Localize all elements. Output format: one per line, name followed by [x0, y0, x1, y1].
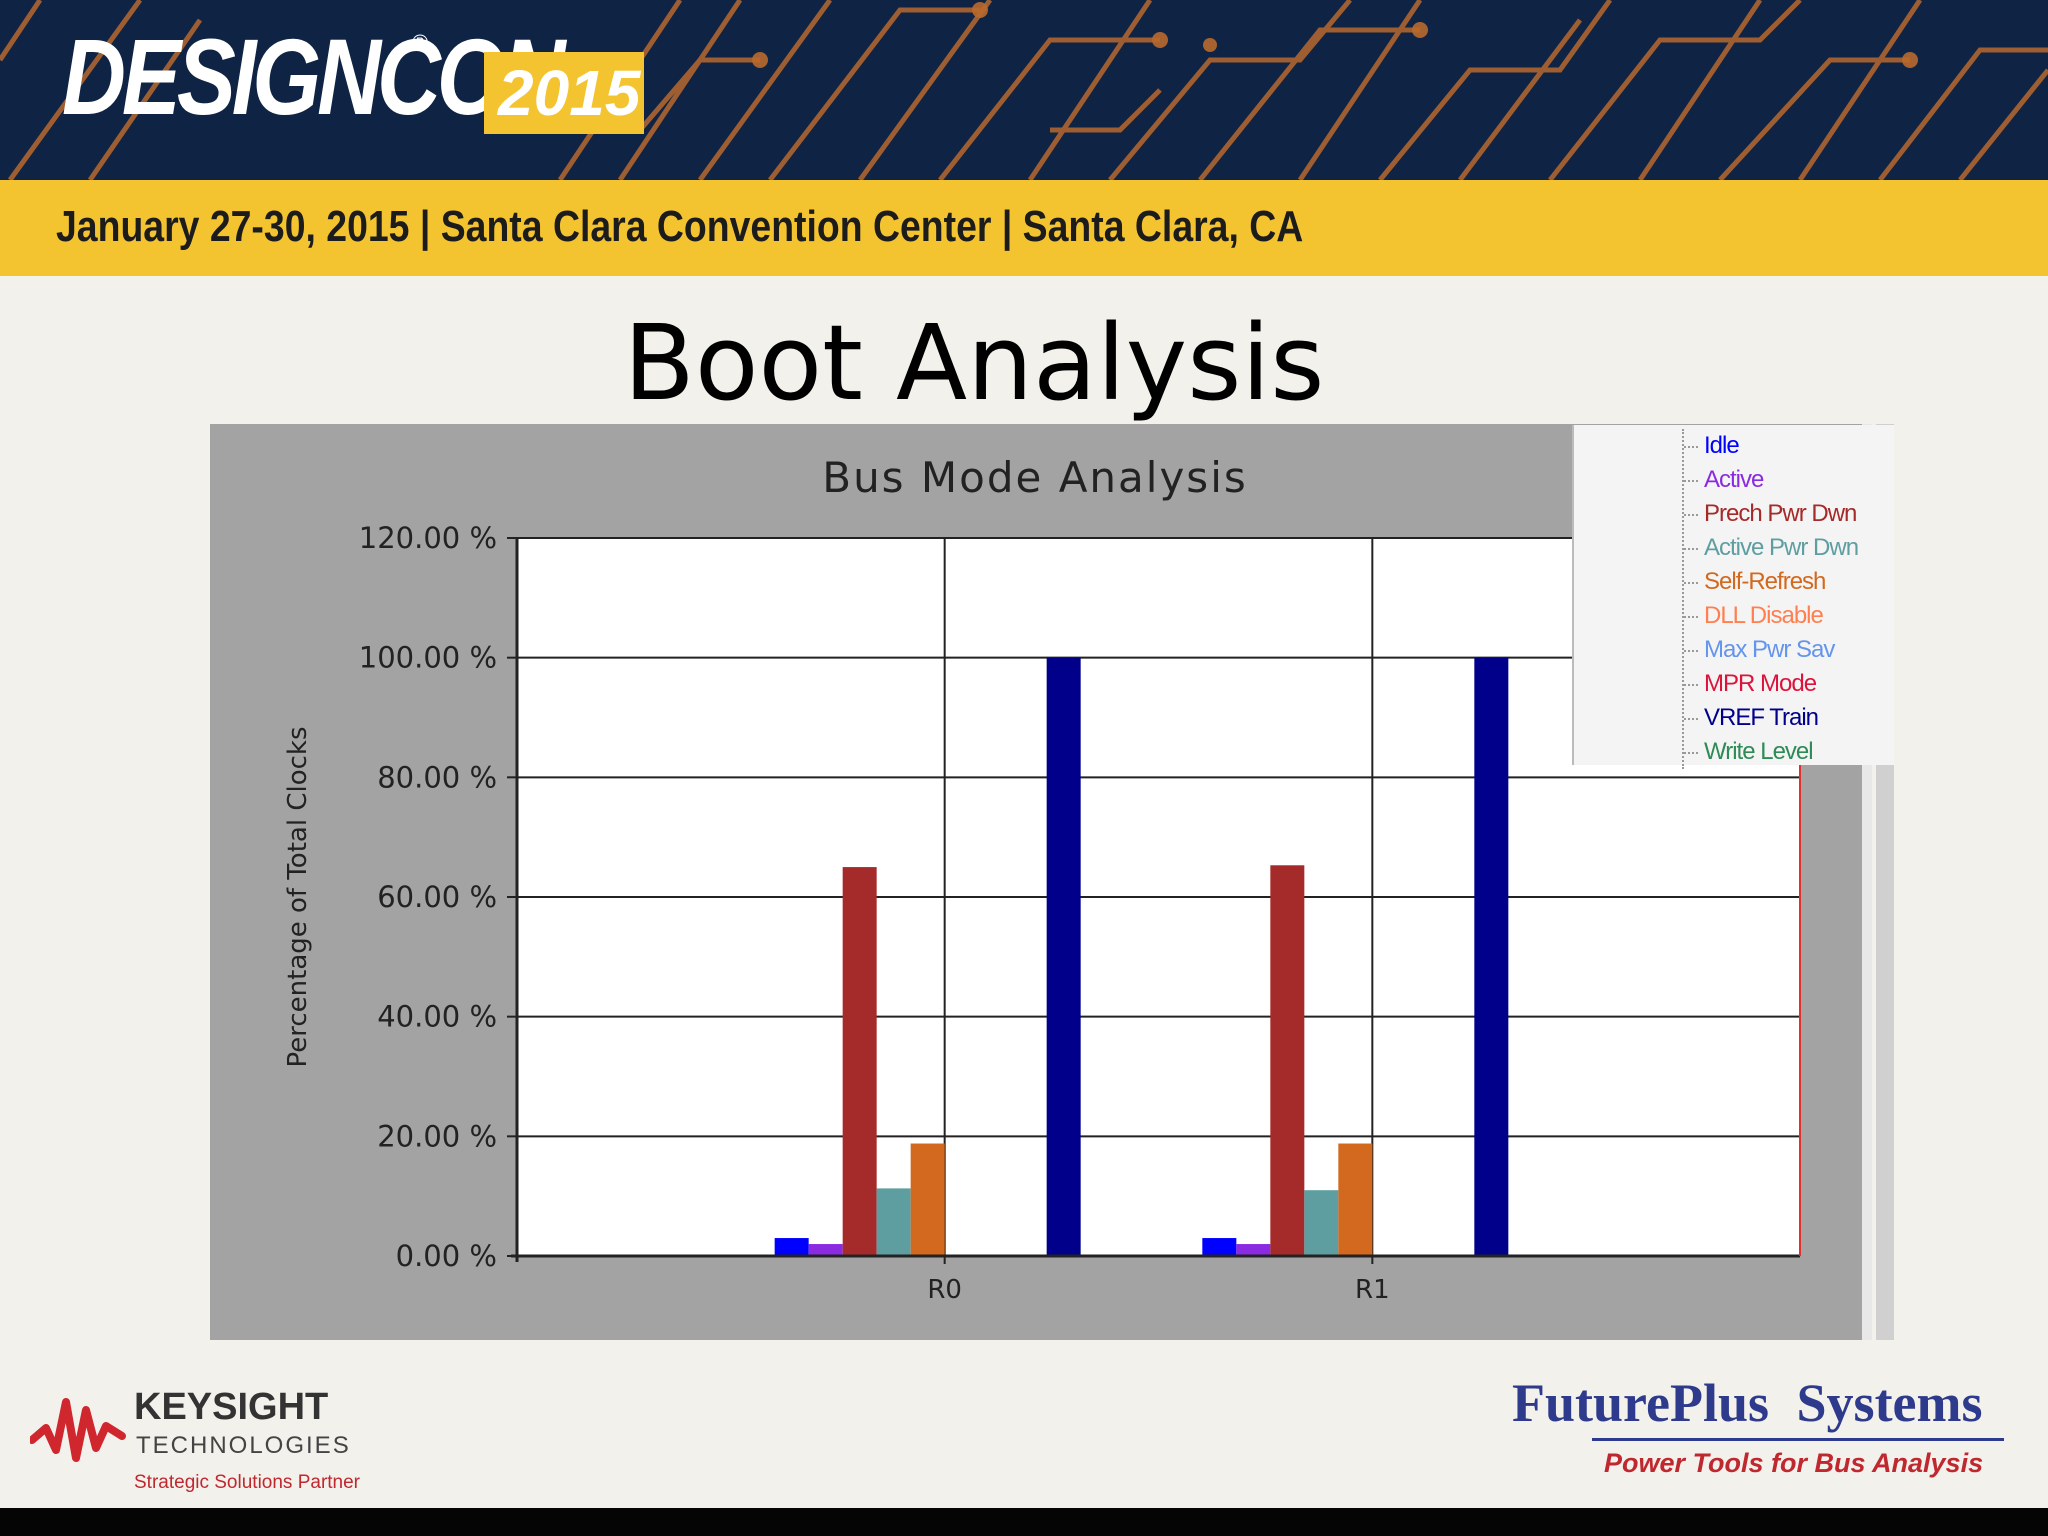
logo-registered-mark: ® — [412, 30, 429, 55]
bar-active-pwr-dwn-r0 — [876, 1188, 911, 1256]
y-tick-labels: 0.00 % 20.00 % 40.00 % 60.00 % 80.00 % 100.00… — [359, 521, 497, 1273]
legend-item: Idle — [1684, 429, 1858, 463]
slide-title: Boot Analysis — [623, 302, 1325, 424]
y-tick-label: 20.00 % — [377, 1119, 497, 1153]
event-date-location: January 27-30, 2015 | Santa Clara Conven… — [56, 202, 1304, 251]
bar-self-refresh-r0 — [910, 1143, 945, 1256]
conference-banner: DESIGNCON ® 2015 — [0, 0, 2048, 180]
bar-prech-pwr-dwn-r1 — [1270, 865, 1305, 1256]
y-tick-label: 0.00 % — [396, 1239, 497, 1273]
legend-items: Idle Active Prech Pwr Dwn Active Pwr Dwn Sel… — [1682, 429, 1859, 769]
bar-vref-train-r1 — [1474, 657, 1509, 1256]
keysight-logo: KEYSIGHT TECHNOLOGIES Strategic Solution… — [28, 1386, 360, 1493]
bar-idle-r1 — [1202, 1238, 1237, 1256]
designcon-logo: DESIGNCON — [62, 22, 671, 132]
futureplus-logo-text: FuturePlus Systems — [1512, 1373, 1983, 1433]
bar-idle-r0 — [774, 1238, 809, 1256]
y-tick-label: 120.00 % — [359, 521, 497, 555]
legend-item: DLL Disable — [1684, 599, 1858, 633]
y-tick-label: 40.00 % — [377, 1000, 497, 1034]
x-tick-label: R0 — [927, 1275, 962, 1305]
y-tick-label: 60.00 % — [377, 880, 497, 914]
keysight-subtitle: TECHNOLOGIES — [136, 1432, 351, 1459]
keysight-name: KEYSIGHT — [134, 1386, 329, 1428]
keysight-partner-text: Strategic Solutions Partner — [134, 1472, 361, 1493]
legend-item: Prech Pwr Dwn — [1684, 497, 1858, 531]
chart-title: Bus Mode Analysis — [822, 453, 1248, 502]
legend-item: Write Level — [1684, 735, 1858, 769]
bar-active-r0 — [808, 1244, 843, 1256]
bar-vref-train-r0 — [1046, 657, 1081, 1256]
logo-year-badge: 2015 — [484, 52, 644, 134]
circuit-pattern-icon — [0, 0, 2048, 180]
y-tick-label: 80.00 % — [377, 760, 497, 794]
chart-scrollbar-track[interactable] — [1862, 424, 1872, 1340]
date-bar: January 27-30, 2015 | Santa Clara Conven… — [0, 180, 2048, 276]
keysight-wave-icon — [28, 1398, 126, 1462]
legend-item: Active — [1684, 463, 1858, 497]
futureplus-underline — [1592, 1438, 2004, 1441]
legend-item: Max Pwr Sav — [1684, 633, 1858, 667]
legend-item: Active Pwr Dwn — [1684, 531, 1859, 565]
futureplus-tagline: Power Tools for Bus Analysis — [1604, 1448, 1984, 1478]
legend-item: Self-Refresh — [1684, 565, 1858, 599]
bars — [774, 657, 1509, 1256]
y-tick-label: 100.00 % — [359, 641, 497, 675]
bar-prech-pwr-dwn-r0 — [842, 867, 877, 1256]
legend-item: MPR Mode — [1684, 667, 1858, 701]
y-axis-label: Percentage of Total Clocks — [283, 726, 313, 1067]
bar-self-refresh-r1 — [1338, 1143, 1373, 1256]
bar-active-pwr-dwn-r1 — [1304, 1190, 1339, 1256]
x-tick-labels: R0 R1 — [927, 1275, 1389, 1305]
x-tick-label: R1 — [1355, 1275, 1390, 1305]
legend-item: VREF Train — [1684, 701, 1858, 735]
logo-word: DESIGNCON — [62, 16, 566, 137]
bar-active-r1 — [1236, 1244, 1271, 1256]
chart-legend: Idle Active Prech Pwr Dwn Active Pwr Dwn Sel… — [1572, 425, 1894, 769]
bottom-bar — [0, 1508, 2048, 1536]
